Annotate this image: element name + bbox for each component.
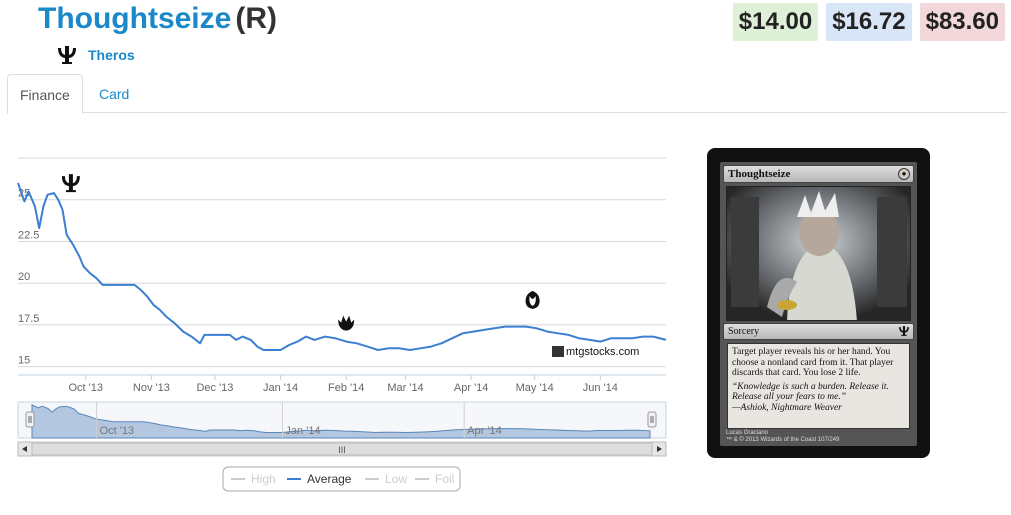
x-tick-label: Nov '13 xyxy=(133,382,170,394)
set-name-link[interactable]: Theros xyxy=(88,47,135,63)
legend-label: High xyxy=(251,472,276,486)
navigator-tick-label: Oct '13 xyxy=(100,425,135,437)
rarity-label: (R) xyxy=(235,2,277,35)
handle-body[interactable] xyxy=(647,411,657,428)
theros-set-icon xyxy=(58,46,76,64)
card-art xyxy=(726,186,911,321)
card-artist: Lucas Graciano xyxy=(726,430,769,436)
card-image: Thoughtseize ● xyxy=(707,148,930,458)
x-tick-label: Oct '13 xyxy=(69,382,104,394)
mtgstocks-logo-icon xyxy=(552,346,564,357)
legend-item-average[interactable]: Average xyxy=(287,472,352,486)
card-image-text-box: Target player reveals his or her hand. Y… xyxy=(727,343,910,429)
black-mana-icon: ● xyxy=(898,168,910,180)
legend-item-low[interactable]: Low xyxy=(365,472,407,486)
tab-bar: Finance Card xyxy=(7,74,1007,114)
average-price-badge: $16.72 xyxy=(826,3,912,41)
x-tick-label: Dec '13 xyxy=(196,382,233,394)
navigator-tick-label: Apr '14 xyxy=(467,425,502,437)
legend-label: Low xyxy=(385,472,407,486)
handle-body[interactable] xyxy=(25,411,35,428)
scrollbar-grip: III xyxy=(338,445,346,455)
scroll-right-arrow-icon xyxy=(657,446,662,452)
theros-set-icon xyxy=(899,326,909,336)
card-rules-text: Target player reveals his or her hand. Y… xyxy=(732,347,894,378)
y-tick-label: 20 xyxy=(18,271,30,283)
theros-set-icon xyxy=(61,174,80,193)
y-tick-label: 22.5 xyxy=(18,229,39,241)
card-image-type-bar: Sorcery xyxy=(723,323,914,340)
average-price-line xyxy=(17,182,667,351)
navigator-series-area xyxy=(31,403,651,439)
born-of-the-gods-set-icon-shape xyxy=(338,315,355,331)
card-flavor-text: “Knowledge is such a burden. Release it.… xyxy=(732,381,889,413)
navigator-right-handle[interactable] xyxy=(647,411,657,428)
journey-into-nyx-set-icon xyxy=(525,290,540,309)
x-tick-label: May '14 xyxy=(516,382,554,394)
card-image-type: Sorcery xyxy=(728,326,760,337)
card-copyright: ™ & © 2013 Wizards of the Coast 107/249 xyxy=(726,437,840,443)
x-tick-label: Mar '14 xyxy=(387,382,423,394)
born-of-the-gods-set-icon xyxy=(338,315,355,331)
y-tick-label: 15 xyxy=(18,355,30,367)
legend-label: Average xyxy=(307,472,352,486)
x-tick-label: Apr '14 xyxy=(454,382,489,394)
card-image-title: Thoughtseize xyxy=(728,168,791,180)
card-image-footer: Lucas Graciano ™ & © 2013 Wizards of the… xyxy=(726,430,911,444)
x-tick-label: Jan '14 xyxy=(263,382,298,394)
navigator-tick-label: Jan '14 xyxy=(285,425,320,437)
card-frame: Thoughtseize ● xyxy=(720,162,917,446)
card-image-title-bar: Thoughtseize ● xyxy=(723,165,914,183)
card-artwork-illustration xyxy=(727,187,910,320)
low-price-badge: $14.00 xyxy=(732,3,819,41)
legend-item-foil[interactable]: Foil xyxy=(415,472,454,486)
tab-finance[interactable]: Finance xyxy=(7,74,83,114)
navigator-left-handle[interactable] xyxy=(25,411,35,428)
card-name-link[interactable]: Thoughtseize xyxy=(38,2,232,35)
legend-item-high[interactable]: High xyxy=(231,472,276,486)
y-tick-label: 17.5 xyxy=(18,313,39,325)
theros-set-icon-shape xyxy=(61,174,80,193)
scroll-left-arrow-icon xyxy=(22,446,27,452)
chart-legend xyxy=(222,466,461,492)
title-row: Thoughtseize (R) xyxy=(38,2,277,42)
journey-into-nyx-set-icon-shape xyxy=(525,290,540,309)
legend-label: Foil xyxy=(435,472,454,486)
price-chart[interactable]: 25 22.5 20 17.5 15 Oct '13 Nov '13 Dec '13 Jan '… xyxy=(14,150,670,495)
chart-watermark: mtgstocks.com xyxy=(566,346,639,358)
x-tick-label: Feb '14 xyxy=(328,382,364,394)
price-badges: $14.00 $16.72 $83.60 xyxy=(732,3,1005,41)
high-price-badge: $83.60 xyxy=(919,3,1005,41)
tab-card[interactable]: Card xyxy=(99,86,130,102)
x-tick-label: Jun '14 xyxy=(583,382,618,394)
set-row: Theros xyxy=(56,43,135,67)
